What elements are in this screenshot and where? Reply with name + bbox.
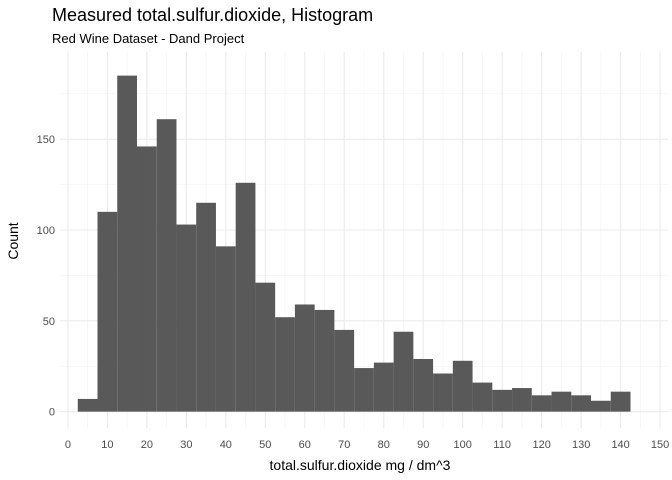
y-axis-title: Count [5, 222, 21, 259]
histogram-bar [571, 395, 592, 412]
x-tick-label: 90 [417, 439, 429, 451]
histogram-bar [275, 317, 295, 412]
x-tick-label: 140 [611, 439, 629, 451]
x-tick-label: 100 [454, 439, 472, 451]
histogram-bar [156, 119, 177, 412]
histogram-bar [354, 368, 374, 412]
histogram-bar [117, 75, 137, 412]
chart-title: Measured total.sulfur.dioxide, Histogram [52, 5, 374, 25]
histogram-bar [492, 389, 513, 412]
histogram-bar [176, 224, 197, 412]
x-tick-label: 110 [493, 439, 511, 451]
x-tick-label: 40 [220, 439, 232, 451]
histogram-bar [373, 362, 394, 412]
histogram-bar [235, 182, 256, 412]
y-tick-label: 150 [37, 134, 55, 146]
x-tick-label: 70 [338, 439, 350, 451]
y-tick-label: 0 [49, 407, 55, 419]
x-axis-title: total.sulfur.dioxide mg / dm^3 [270, 457, 451, 473]
x-tick-label: 10 [101, 439, 113, 451]
histogram-bar [512, 388, 532, 412]
histogram-bar [433, 373, 453, 412]
histogram-bar [136, 146, 157, 412]
y-tick-label: 100 [37, 225, 55, 237]
x-tick-label: 120 [532, 439, 550, 451]
x-tick-label: 80 [378, 439, 390, 451]
histogram-bar [472, 382, 493, 412]
histogram-bars [77, 75, 631, 412]
histogram-bar [314, 309, 335, 412]
histogram-bar [413, 358, 434, 412]
histogram-bar [77, 398, 98, 412]
histogram-bar [334, 329, 355, 412]
x-tick-label: 60 [299, 439, 311, 451]
x-tick-label: 30 [180, 439, 192, 451]
histogram-bar [551, 391, 572, 412]
x-tick-label: 0 [65, 439, 71, 451]
histogram-bar [610, 391, 631, 412]
y-axis-ticks: 0 50 100 150 [37, 134, 55, 418]
x-tick-label: 20 [141, 439, 153, 451]
histogram-bar [531, 395, 552, 412]
histogram-bar [97, 211, 118, 412]
x-tick-label: 50 [259, 439, 271, 451]
x-axis-ticks: 0 10 20 30 40 50 60 70 80 90 100 110 120 130 140 150 [65, 439, 669, 451]
histogram-bar [452, 360, 473, 412]
histogram-bar [196, 202, 216, 412]
x-tick-label: 150 [651, 439, 669, 451]
chart-subtitle: Red Wine Dataset - Dand Project [52, 31, 245, 46]
y-tick-label: 50 [43, 316, 55, 328]
x-tick-label: 130 [572, 439, 590, 451]
histogram-bar [255, 282, 276, 412]
histogram-bar [294, 304, 315, 412]
histogram-bar [215, 246, 236, 412]
histogram-bar [591, 400, 611, 412]
histogram-bar [393, 331, 414, 412]
